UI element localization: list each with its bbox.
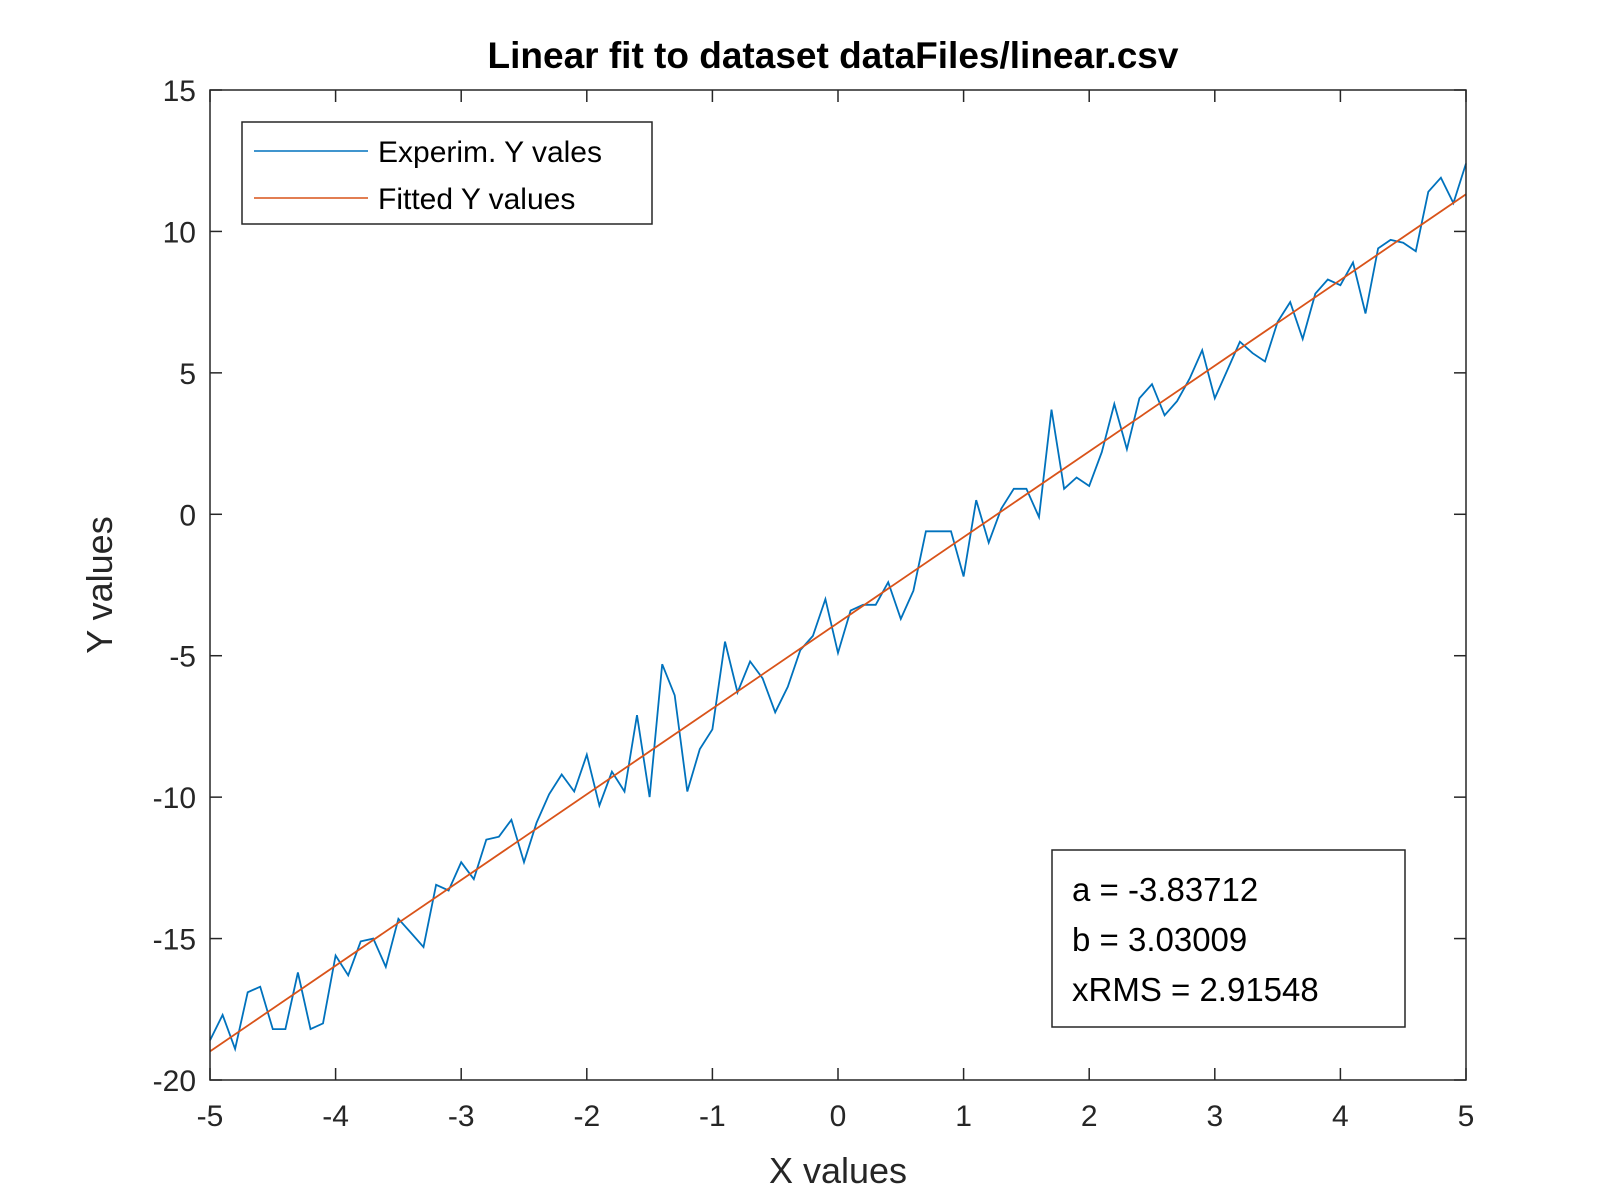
- fit-parameters-box: a = -3.83712 b = 3.03009 xRMS = 2.91548: [1051, 849, 1406, 1028]
- chart-title: Linear fit to dataset dataFiles/linear.c…: [488, 35, 1179, 76]
- x-tick-label: -4: [322, 1100, 349, 1133]
- y-tick-label: 5: [179, 358, 196, 391]
- legend-box: [241, 121, 653, 225]
- y-tick-label: -10: [153, 782, 196, 815]
- y-tick-label: 15: [163, 75, 196, 108]
- param-xrms: xRMS = 2.91548: [1072, 971, 1319, 1008]
- fit-parameters-frame: [1051, 849, 1406, 1028]
- x-tick-label: 2: [1081, 1100, 1098, 1133]
- y-tick-label: 10: [163, 216, 196, 249]
- y-tick-label: -15: [153, 924, 196, 957]
- x-tick-label: 0: [830, 1100, 847, 1133]
- y-tick-label: 0: [179, 499, 196, 532]
- experimental-series-line: [209, 163, 1467, 1053]
- ticks-layer: [209, 89, 1467, 1081]
- series-layer: [209, 163, 1467, 1053]
- y-tick-label: -20: [153, 1065, 196, 1098]
- x-tick-label: -3: [448, 1100, 475, 1133]
- x-tick-label: 4: [1332, 1100, 1349, 1133]
- x-tick-label: -1: [699, 1100, 726, 1133]
- legend-label-fitted: Fitted Y values: [378, 183, 575, 216]
- x-tick-label: 5: [1458, 1100, 1475, 1133]
- param-b: b = 3.03009: [1072, 921, 1247, 958]
- x-tick-label: -5: [197, 1100, 224, 1133]
- legend-label-experim: Experim. Y vales: [378, 136, 602, 169]
- x-axis-label: X values: [769, 1150, 907, 1191]
- x-tick-label: 3: [1206, 1100, 1223, 1133]
- y-tick-label: -5: [169, 641, 196, 674]
- y-axis-label: Y values: [79, 516, 120, 653]
- fitted-series-line: [209, 193, 1467, 1053]
- x-tick-label: 1: [955, 1100, 972, 1133]
- legend: Experim. Y vales Fitted Y values: [241, 121, 653, 225]
- x-tick-label: -2: [573, 1100, 600, 1133]
- param-a: a = -3.83712: [1072, 871, 1258, 908]
